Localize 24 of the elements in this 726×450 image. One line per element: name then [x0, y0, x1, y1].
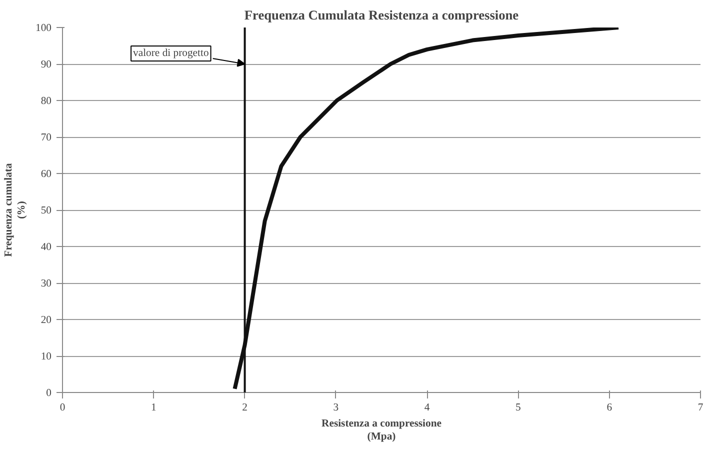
annotation: valore di progetto	[133, 48, 209, 59]
line-series	[232, 28, 620, 391]
y-tick-label: 90	[40, 60, 52, 70]
x-tick-label: 7	[698, 402, 704, 414]
y-tick-label: 20	[40, 315, 52, 326]
x-tick-label: 2	[242, 402, 248, 414]
x-tick-label: 0	[60, 402, 66, 414]
y-tick-label: 40	[40, 242, 52, 253]
y-axis-title: Frequenza cumulata (%)	[3, 162, 28, 257]
x-tick-label: 5	[516, 402, 521, 414]
x-tick-label: 3	[333, 402, 339, 414]
y-tick-label: 60	[40, 169, 52, 180]
x-tick-label: 4	[424, 402, 430, 414]
y-tick-label: 50	[40, 206, 52, 216]
y-tick-label: 80	[40, 96, 52, 107]
x-tick-label: 1	[150, 402, 156, 414]
chart-title: Frequenza Cumulata Resistenza a compressione	[244, 8, 519, 22]
y-tick-label: 30	[40, 278, 52, 290]
y-tick-label: 0	[46, 388, 52, 399]
y-tick-label: 10	[40, 352, 52, 362]
y-tick-label: 100	[36, 23, 52, 34]
y-tick-label: 70	[40, 132, 52, 144]
x-tick-label: 6	[606, 402, 613, 414]
x-axis-title: Resistenza a compressione (Mpa)	[322, 418, 442, 443]
